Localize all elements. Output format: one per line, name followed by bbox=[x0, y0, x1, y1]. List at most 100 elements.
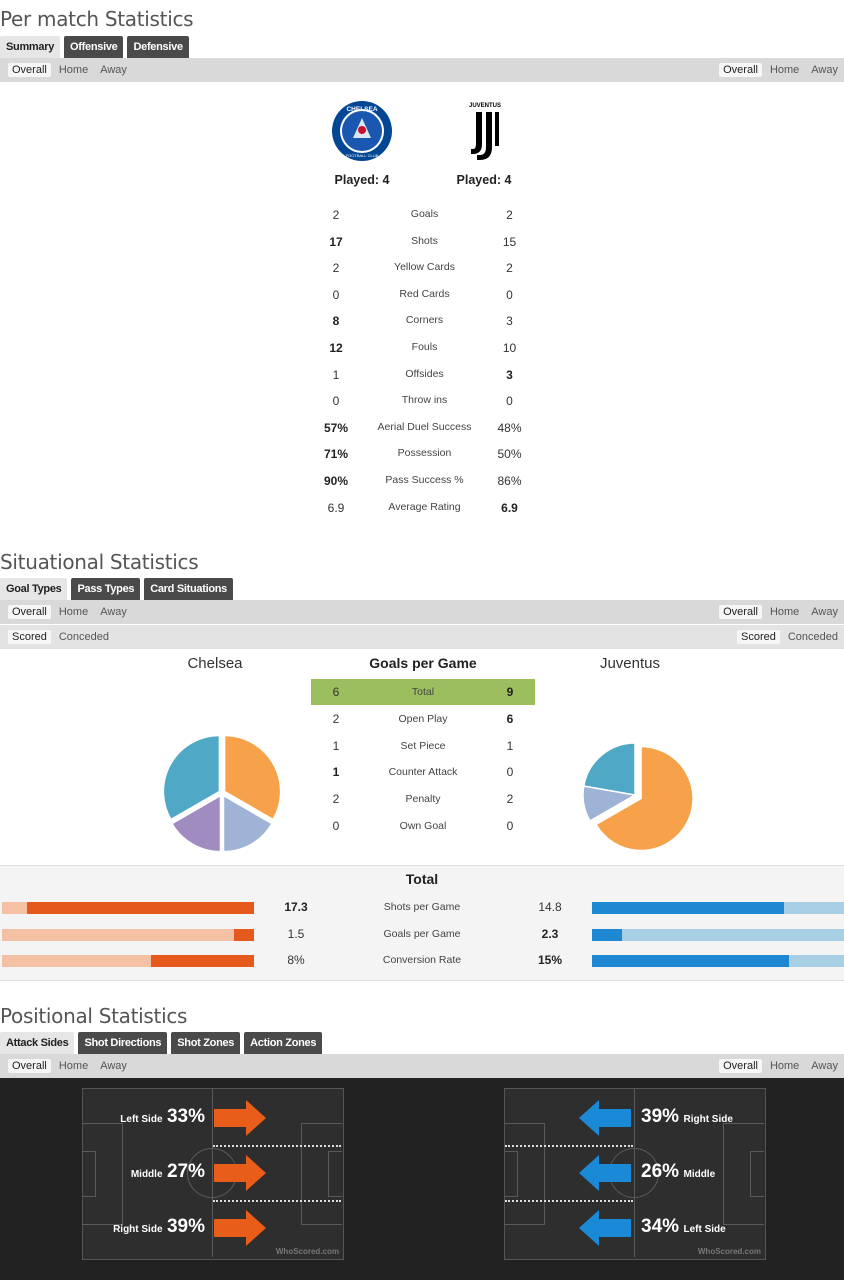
positional-filter-bar: Overall Home Away Overall Home Away bbox=[0, 1054, 844, 1078]
away-value: 0 bbox=[506, 765, 514, 780]
home-goal-types-pie bbox=[162, 734, 282, 853]
filter-home-right[interactable]: Home bbox=[769, 64, 800, 76]
filter-away-right[interactable]: Away bbox=[811, 1060, 838, 1072]
home-value: 0 bbox=[332, 819, 340, 833]
away-value: 2 bbox=[506, 792, 514, 807]
home-attack-sides-pitch: Left Side 33% Middle 27% Right Side 39% Wh… bbox=[82, 1088, 344, 1260]
away-value: 6 bbox=[506, 711, 514, 726]
filter-overall-left[interactable]: Overall bbox=[8, 605, 51, 619]
filter-away-left[interactable]: Away bbox=[100, 64, 127, 76]
situational-title: Situational Statistics bbox=[0, 550, 199, 574]
total-row: 8% Conversion Rate 15% bbox=[0, 948, 844, 974]
goal-type-row: 2 Penalty 2 bbox=[311, 786, 535, 812]
situational-tabs: Goal Types Pass Types Card Situations bbox=[0, 578, 234, 600]
filter-conceded-right[interactable]: Conceded bbox=[787, 631, 838, 643]
pie-slice-counter-attack[interactable] bbox=[170, 794, 222, 853]
home-value: 2 bbox=[332, 208, 340, 222]
stat-label: Aerial Duel Success bbox=[377, 420, 472, 433]
arrow-left-icon bbox=[579, 1155, 631, 1191]
attack-zone: Right Side 39% bbox=[113, 1216, 205, 1238]
filter-away-right[interactable]: Away bbox=[811, 64, 838, 76]
filter-home-left[interactable]: Home bbox=[58, 64, 89, 76]
away-value: 50% bbox=[497, 447, 522, 462]
tab-defensive[interactable]: Defensive bbox=[127, 36, 189, 58]
filter-home-left[interactable]: Home bbox=[58, 606, 89, 618]
away-value: 1 bbox=[506, 738, 514, 753]
away-played: Played: 4 bbox=[456, 173, 512, 187]
arrow-left-icon bbox=[579, 1100, 631, 1136]
goal-type-row: 2 Open Play 6 bbox=[311, 706, 535, 732]
pie-slice-penalty[interactable] bbox=[162, 734, 221, 821]
per-match-title: Per match Statistics bbox=[0, 7, 194, 31]
situational-filter-bar-2: Scored Conceded Scored Conceded bbox=[0, 625, 844, 649]
stat-label: Pass Success % bbox=[385, 474, 464, 486]
tab-summary[interactable]: Summary bbox=[0, 36, 61, 58]
filter-overall-right[interactable]: Overall bbox=[719, 1059, 762, 1073]
total-title: Total bbox=[405, 871, 439, 887]
goal-type-row: 0 Own Goal 0 bbox=[311, 813, 535, 839]
filter-away-right[interactable]: Away bbox=[811, 606, 838, 618]
home-team-name: Chelsea bbox=[187, 655, 243, 672]
goal-type-label: Counter Attack bbox=[388, 766, 458, 779]
home-bar-fill bbox=[233, 928, 254, 941]
tab-shot-zones[interactable]: Shot Zones bbox=[171, 1032, 241, 1054]
home-value: 6 bbox=[332, 685, 340, 699]
attack-zone: Middle 27% bbox=[131, 1161, 205, 1183]
tab-offensive[interactable]: Offensive bbox=[64, 36, 124, 58]
filter-overall-left[interactable]: Overall bbox=[8, 63, 51, 77]
filter-overall-right[interactable]: Overall bbox=[719, 63, 762, 77]
home-value: 90% bbox=[323, 474, 349, 488]
filter-away-left[interactable]: Away bbox=[100, 606, 127, 618]
away-bar-fill bbox=[592, 902, 784, 914]
zone-name: Right Side bbox=[683, 1114, 733, 1125]
svg-text:JUVENTUS: JUVENTUS bbox=[469, 103, 501, 109]
filter-away-left[interactable]: Away bbox=[100, 1060, 127, 1072]
pie-slice-penalty[interactable] bbox=[582, 742, 636, 796]
zone-percent: 34% bbox=[641, 1216, 680, 1237]
away-value: 2.3 bbox=[541, 926, 559, 941]
filter-conceded-left[interactable]: Conceded bbox=[58, 631, 110, 643]
tab-shot-directions[interactable]: Shot Directions bbox=[78, 1032, 168, 1054]
home-bar-fill bbox=[27, 902, 254, 914]
stat-label: Average Rating bbox=[388, 500, 461, 513]
home-value: 1 bbox=[332, 367, 340, 382]
filter-home-right[interactable]: Home bbox=[769, 606, 800, 618]
home-value: 2 bbox=[332, 792, 340, 807]
filter-home-left[interactable]: Home bbox=[58, 1060, 89, 1072]
home-value: 2 bbox=[332, 711, 340, 726]
goal-type-label: Total bbox=[411, 686, 435, 698]
positional-tabs: Attack Sides Shot Directions Shot Zones … bbox=[0, 1032, 323, 1054]
zone-name: Left Side bbox=[120, 1114, 163, 1125]
pie-slice-open-play[interactable] bbox=[595, 745, 694, 852]
total-label: Shots per Game bbox=[383, 901, 461, 913]
away-value: 86% bbox=[497, 474, 522, 488]
filter-scored-right[interactable]: Scored bbox=[736, 630, 780, 644]
tab-goal-types[interactable]: Goal Types bbox=[0, 578, 68, 600]
home-bar-track bbox=[2, 928, 254, 941]
tab-pass-types[interactable]: Pass Types bbox=[71, 578, 141, 600]
goal-type-label: Open Play bbox=[398, 712, 448, 725]
stat-label: Corners bbox=[405, 314, 444, 327]
pie-slice-set-piece[interactable] bbox=[222, 794, 274, 853]
total-label: Conversion Rate bbox=[382, 954, 462, 966]
home-value: 1.5 bbox=[287, 926, 305, 941]
per-match-filter-bar: Overall Home Away Overall Home Away bbox=[0, 58, 844, 82]
home-value: 17 bbox=[329, 234, 343, 249]
zone-percent: 39% bbox=[641, 1106, 680, 1127]
stat-row: 8 Corners 3 bbox=[300, 314, 550, 340]
tab-card-situations[interactable]: Card Situations bbox=[144, 578, 234, 600]
total-row: 17.3 Shots per Game 14.8 bbox=[0, 895, 844, 921]
filter-home-right[interactable]: Home bbox=[769, 1060, 800, 1072]
goal-type-row: 1 Set Piece 1 bbox=[311, 733, 535, 759]
svg-text:CHELSEA: CHELSEA bbox=[346, 106, 377, 113]
filter-overall-right[interactable]: Overall bbox=[719, 605, 762, 619]
away-bar-fill bbox=[592, 928, 623, 941]
attack-zone: 39% Right Side bbox=[641, 1106, 733, 1128]
tab-attack-sides[interactable]: Attack Sides bbox=[0, 1032, 75, 1054]
tab-action-zones[interactable]: Action Zones bbox=[244, 1032, 323, 1054]
pie-slice-open-play[interactable] bbox=[223, 734, 282, 821]
home-value: 71% bbox=[323, 447, 349, 462]
filter-scored-left[interactable]: Scored bbox=[8, 630, 51, 644]
stat-label: Yellow Cards bbox=[394, 261, 455, 274]
filter-overall-left[interactable]: Overall bbox=[8, 1059, 51, 1073]
